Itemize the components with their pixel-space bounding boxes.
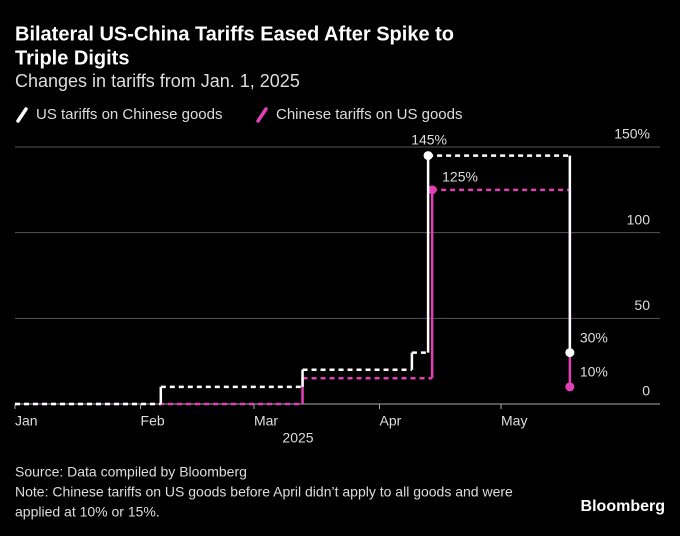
x-tick-label: Mar xyxy=(254,413,278,429)
y-tick-label: 50 xyxy=(634,297,650,313)
chart-title-line: Triple Digits xyxy=(15,47,129,69)
legend-label: Chinese tariffs on US goods xyxy=(276,106,463,123)
value-label: 125% xyxy=(442,169,478,185)
y-tick-label: 100 xyxy=(627,211,651,227)
value-label: 10% xyxy=(580,364,608,380)
y-tick-label: 0 xyxy=(642,383,650,399)
chart-subtitle: Changes in tariffs from Jan. 1, 2025 xyxy=(15,71,300,91)
note: Note: Chinese tariffs on US goods before… xyxy=(15,484,513,500)
value-label: 30% xyxy=(580,329,608,345)
value-label: 145% xyxy=(411,131,447,147)
note: applied at 10% or 15%. xyxy=(15,504,160,520)
legend-swatch xyxy=(256,107,268,123)
point xyxy=(423,151,433,161)
legend-swatch xyxy=(16,107,28,123)
x-tick-label: Feb xyxy=(141,413,165,429)
source: Source: Data compiled by Bloomberg xyxy=(15,464,247,480)
x-tick-label: May xyxy=(501,413,527,429)
brand: Bloomberg xyxy=(581,498,665,515)
x-tick-label: Jan xyxy=(15,413,38,429)
legend-label: US tariffs on Chinese goods xyxy=(36,106,223,123)
point xyxy=(565,348,575,358)
point xyxy=(565,382,575,392)
x-tick-label: Apr xyxy=(380,413,402,429)
chart-title-line: Bilateral US-China Tariffs Eased After S… xyxy=(15,23,454,45)
y-tick-label: 150% xyxy=(614,126,650,142)
point xyxy=(427,185,437,195)
x-axis-label: 2025 xyxy=(282,430,313,446)
